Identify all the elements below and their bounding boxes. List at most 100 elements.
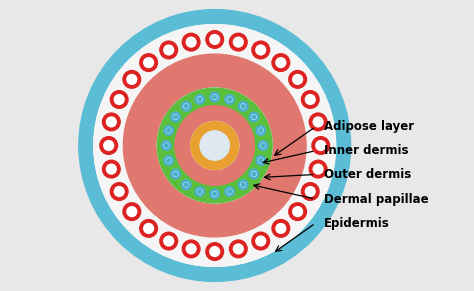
Circle shape xyxy=(141,221,156,236)
Circle shape xyxy=(145,225,152,232)
Circle shape xyxy=(175,106,254,185)
Circle shape xyxy=(123,54,306,237)
Circle shape xyxy=(161,233,176,249)
Circle shape xyxy=(277,225,284,232)
Circle shape xyxy=(164,126,173,135)
Circle shape xyxy=(157,88,272,203)
Circle shape xyxy=(250,170,258,178)
Circle shape xyxy=(231,241,246,256)
Circle shape xyxy=(228,97,232,101)
Circle shape xyxy=(167,159,171,162)
Text: Outer dermis: Outer dermis xyxy=(324,168,411,181)
Circle shape xyxy=(164,143,168,148)
Circle shape xyxy=(173,115,177,119)
Circle shape xyxy=(259,141,267,150)
Circle shape xyxy=(124,72,139,87)
Circle shape xyxy=(157,88,272,203)
Circle shape xyxy=(253,233,268,249)
Circle shape xyxy=(273,221,288,236)
Circle shape xyxy=(310,114,326,129)
Circle shape xyxy=(184,104,188,108)
Circle shape xyxy=(235,245,242,253)
Circle shape xyxy=(111,92,127,107)
Circle shape xyxy=(128,76,136,83)
Circle shape xyxy=(253,42,268,58)
Circle shape xyxy=(188,245,195,253)
Circle shape xyxy=(294,76,301,83)
Circle shape xyxy=(141,55,156,70)
Circle shape xyxy=(313,138,328,153)
Circle shape xyxy=(173,172,177,176)
Circle shape xyxy=(257,46,264,54)
Circle shape xyxy=(182,180,191,189)
Circle shape xyxy=(104,114,119,129)
Circle shape xyxy=(241,183,245,187)
Circle shape xyxy=(175,106,254,185)
Circle shape xyxy=(167,129,171,132)
Circle shape xyxy=(164,156,173,165)
Circle shape xyxy=(290,72,305,87)
Circle shape xyxy=(228,190,232,194)
Circle shape xyxy=(290,204,305,219)
Circle shape xyxy=(191,122,239,169)
Circle shape xyxy=(252,172,256,176)
Circle shape xyxy=(213,95,217,99)
Circle shape xyxy=(200,131,229,160)
Circle shape xyxy=(277,59,284,66)
Circle shape xyxy=(198,97,201,101)
Text: Inner dermis: Inner dermis xyxy=(324,144,409,157)
Circle shape xyxy=(226,187,234,196)
Circle shape xyxy=(250,113,258,121)
Circle shape xyxy=(211,36,219,43)
Circle shape xyxy=(307,96,314,103)
Circle shape xyxy=(273,55,288,70)
Circle shape xyxy=(183,241,199,256)
Circle shape xyxy=(188,38,195,46)
Circle shape xyxy=(94,25,336,266)
Circle shape xyxy=(165,237,173,245)
Circle shape xyxy=(104,162,119,177)
Circle shape xyxy=(256,126,265,135)
Circle shape xyxy=(207,244,222,259)
Circle shape xyxy=(157,88,272,203)
Circle shape xyxy=(210,93,219,101)
Circle shape xyxy=(116,188,123,195)
Circle shape xyxy=(210,190,219,198)
Circle shape xyxy=(111,184,127,199)
Circle shape xyxy=(198,190,201,194)
Circle shape xyxy=(252,115,256,119)
Circle shape xyxy=(257,237,264,245)
Circle shape xyxy=(200,131,229,160)
Text: Adipose layer: Adipose layer xyxy=(324,120,414,133)
Circle shape xyxy=(303,184,318,199)
Circle shape xyxy=(239,180,247,189)
Circle shape xyxy=(241,104,245,108)
Circle shape xyxy=(314,166,322,173)
Circle shape xyxy=(94,25,336,266)
Circle shape xyxy=(294,208,301,215)
Circle shape xyxy=(105,142,112,149)
Circle shape xyxy=(128,208,136,215)
Circle shape xyxy=(108,166,115,173)
Circle shape xyxy=(231,35,246,50)
Circle shape xyxy=(256,156,265,165)
Circle shape xyxy=(182,102,191,111)
Circle shape xyxy=(165,46,173,54)
Circle shape xyxy=(235,38,242,46)
Circle shape xyxy=(259,159,263,162)
Circle shape xyxy=(314,118,322,125)
Text: Dermal papillae: Dermal papillae xyxy=(324,193,428,205)
Circle shape xyxy=(183,35,199,50)
Circle shape xyxy=(226,95,234,104)
Circle shape xyxy=(213,192,217,196)
Circle shape xyxy=(317,142,324,149)
Circle shape xyxy=(162,141,171,150)
Circle shape xyxy=(171,170,180,178)
Circle shape xyxy=(239,102,247,111)
Circle shape xyxy=(123,54,306,237)
Circle shape xyxy=(195,187,204,196)
Circle shape xyxy=(195,95,204,104)
Text: Epidermis: Epidermis xyxy=(324,217,390,230)
Circle shape xyxy=(116,96,123,103)
Circle shape xyxy=(124,204,139,219)
